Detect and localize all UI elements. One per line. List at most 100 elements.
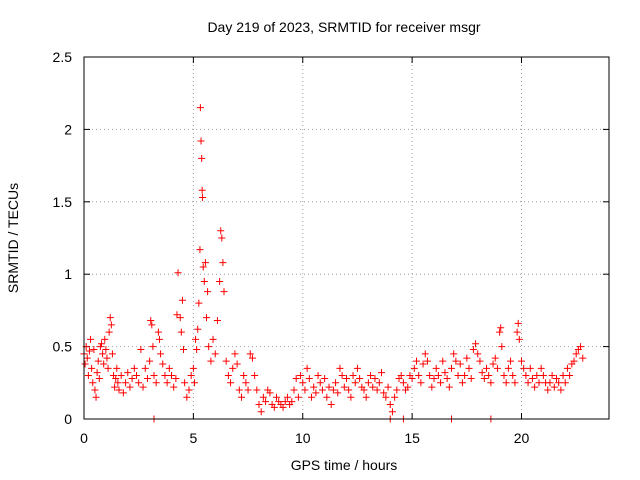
data-point — [497, 324, 505, 332]
data-point — [91, 386, 99, 394]
data-point — [195, 299, 203, 307]
data-point — [93, 369, 101, 377]
data-point — [105, 328, 113, 336]
data-point — [500, 372, 508, 380]
data-point — [334, 389, 342, 397]
data-point — [382, 393, 390, 401]
data-point — [122, 379, 130, 387]
data-point — [369, 383, 377, 391]
y-tick-label: 2.5 — [53, 49, 73, 65]
data-point — [463, 354, 471, 362]
data-point — [448, 364, 455, 372]
data-point — [364, 379, 372, 387]
data-point — [327, 401, 335, 409]
data-point — [108, 350, 116, 358]
data-point — [338, 372, 346, 380]
data-point — [452, 357, 460, 365]
data-point — [196, 104, 204, 112]
data-point — [114, 379, 122, 387]
data-point — [548, 372, 556, 380]
data-point — [135, 379, 143, 387]
data-point — [94, 357, 102, 365]
data-point — [192, 335, 200, 343]
data-point — [305, 374, 313, 382]
data-point — [312, 389, 320, 397]
data-point — [233, 360, 241, 368]
data-point — [518, 357, 525, 365]
data-point — [314, 372, 322, 380]
data-point — [96, 343, 104, 351]
data-point — [292, 374, 300, 382]
data-point — [242, 379, 250, 387]
data-point — [487, 379, 495, 387]
data-point — [81, 360, 89, 368]
data-point — [546, 379, 554, 387]
data-point — [148, 321, 156, 329]
data-point — [227, 379, 235, 387]
data-point — [393, 386, 401, 394]
data-point — [498, 343, 506, 351]
data-point — [301, 386, 309, 394]
data-point — [472, 340, 480, 348]
data-point — [283, 393, 291, 401]
data-point — [419, 360, 427, 368]
data-point — [391, 393, 399, 401]
data-point — [336, 364, 344, 372]
data-point — [133, 372, 140, 380]
data-point — [544, 386, 552, 394]
data-point — [87, 335, 95, 343]
data-point — [259, 393, 267, 401]
data-point — [203, 314, 210, 322]
data-point — [469, 345, 477, 353]
data-point — [461, 372, 469, 380]
plot-frame — [83, 56, 610, 420]
data-point — [489, 360, 497, 368]
data-point — [102, 345, 110, 353]
data-point — [207, 357, 215, 365]
data-point — [480, 374, 488, 382]
data-point — [99, 350, 107, 358]
data-point — [173, 311, 181, 319]
data-point — [104, 364, 112, 372]
data-point — [107, 321, 115, 329]
data-point — [103, 354, 111, 362]
data-point — [231, 350, 239, 358]
data-point — [112, 374, 120, 382]
data-point — [360, 386, 368, 394]
data-point — [408, 374, 416, 382]
data-point — [310, 383, 318, 391]
data-point — [515, 335, 523, 343]
chart-title: Day 219 of 2023, SRMTID for receiver msg… — [207, 19, 480, 35]
data-point — [220, 288, 228, 296]
data-point — [514, 319, 522, 327]
data-point — [526, 364, 534, 372]
data-point — [168, 372, 175, 380]
data-point — [371, 374, 379, 382]
data-point — [555, 379, 563, 387]
y-tick-label: 1.5 — [53, 194, 73, 210]
data-point — [219, 259, 227, 267]
data-point — [522, 372, 530, 380]
data-point — [566, 372, 574, 380]
data-point — [294, 393, 302, 401]
data-point — [432, 364, 440, 372]
data-point — [329, 386, 337, 394]
data-point — [299, 379, 307, 387]
data-point — [308, 393, 315, 401]
data-point — [273, 393, 280, 401]
data-point — [458, 379, 466, 387]
data-point — [240, 372, 248, 380]
data-point — [426, 372, 434, 380]
data-point — [181, 379, 189, 387]
data-point — [321, 374, 329, 382]
data-point — [445, 383, 453, 391]
data-point — [318, 386, 326, 394]
data-point — [204, 288, 212, 296]
data-point — [157, 350, 165, 358]
data-point — [476, 357, 484, 365]
data-point — [251, 372, 259, 380]
data-point — [399, 379, 407, 387]
data-point — [524, 379, 532, 387]
data-point — [161, 372, 169, 380]
data-point — [535, 379, 543, 387]
